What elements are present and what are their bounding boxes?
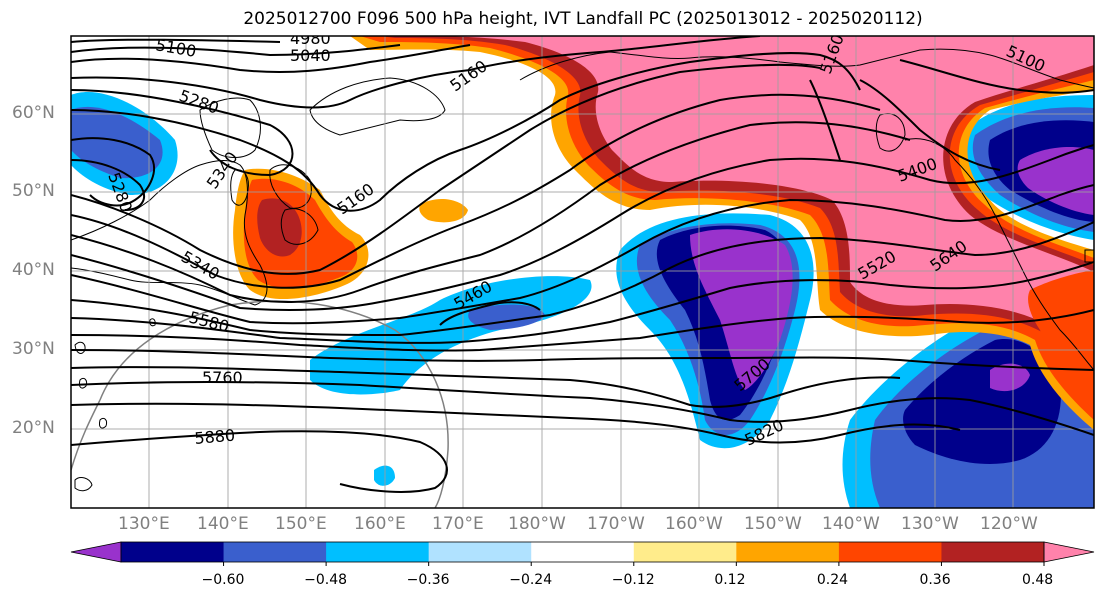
colorbar-tick-label: 0.12 [714,572,746,588]
colorbar-tick-label: −0.60 [201,572,245,588]
range-circle [99,300,449,508]
colorbar-segment [941,542,1045,562]
colorbar-segment [121,542,225,562]
lon-label-160w: 160°W [665,514,723,534]
lon-label-140e: 140°E [197,514,249,534]
colorbar-tick-label: −0.36 [406,572,450,588]
lat-label-30n: 30°N [12,339,55,359]
lon-label-140w: 140°W [822,514,880,534]
colorbar-segment [326,542,430,562]
colorbar-right-extend [1043,541,1095,563]
colorbar-tick-label: 0.48 [1022,572,1054,588]
lon-label-120w: 120°W [980,514,1038,534]
lon-label-150e: 150°E [275,514,327,534]
lon-label-130w: 130°W [901,514,959,534]
colorbar-segment [736,542,840,562]
lon-label-160e: 160°E [354,514,406,534]
negative-ivt-regions [71,36,1094,508]
contour-label: 5880 [194,426,236,448]
positive-ivt-regions [233,36,1094,430]
colorbar-left-extend [70,541,122,563]
lon-label-150w: 150°W [744,514,802,534]
colorbar-segment [223,542,327,562]
colorbar-segment [428,542,532,562]
colorbar-segment [633,542,737,562]
colorbar [70,541,1095,566]
map-title: 2025012700 F096 500 hPa height, IVT Land… [243,9,923,29]
map-frame [70,35,1095,509]
lon-label-170w: 170°W [587,514,645,534]
colorbar-segment [838,542,942,562]
colorbar-segment [531,542,635,562]
lon-label-130e: 130°E [118,514,170,534]
contour-label: 4980 [290,29,331,48]
colorbar-tick-label: 0.24 [816,572,849,588]
lat-label-60n: 60°N [12,103,55,123]
lon-label-180w: 180°W [508,514,566,534]
lon-label-170e: 170°E [432,514,484,534]
contour-label: 5760 [202,368,243,387]
lat-label-40n: 40°N [12,260,55,280]
height-contours [71,36,1094,493]
colorbar-outline [120,541,1045,563]
lat-label-50n: 50°N [12,181,55,201]
colorbar-tick-label: 0.36 [919,572,951,588]
colorbar-tick-label: −0.24 [509,572,553,588]
colorbar-tick-label: −0.48 [304,572,348,588]
colorbar-tick-label: −0.12 [611,572,655,588]
contour-label: 5040 [290,46,331,65]
graticule [71,36,1094,508]
lat-label-20n: 20°N [12,418,55,438]
